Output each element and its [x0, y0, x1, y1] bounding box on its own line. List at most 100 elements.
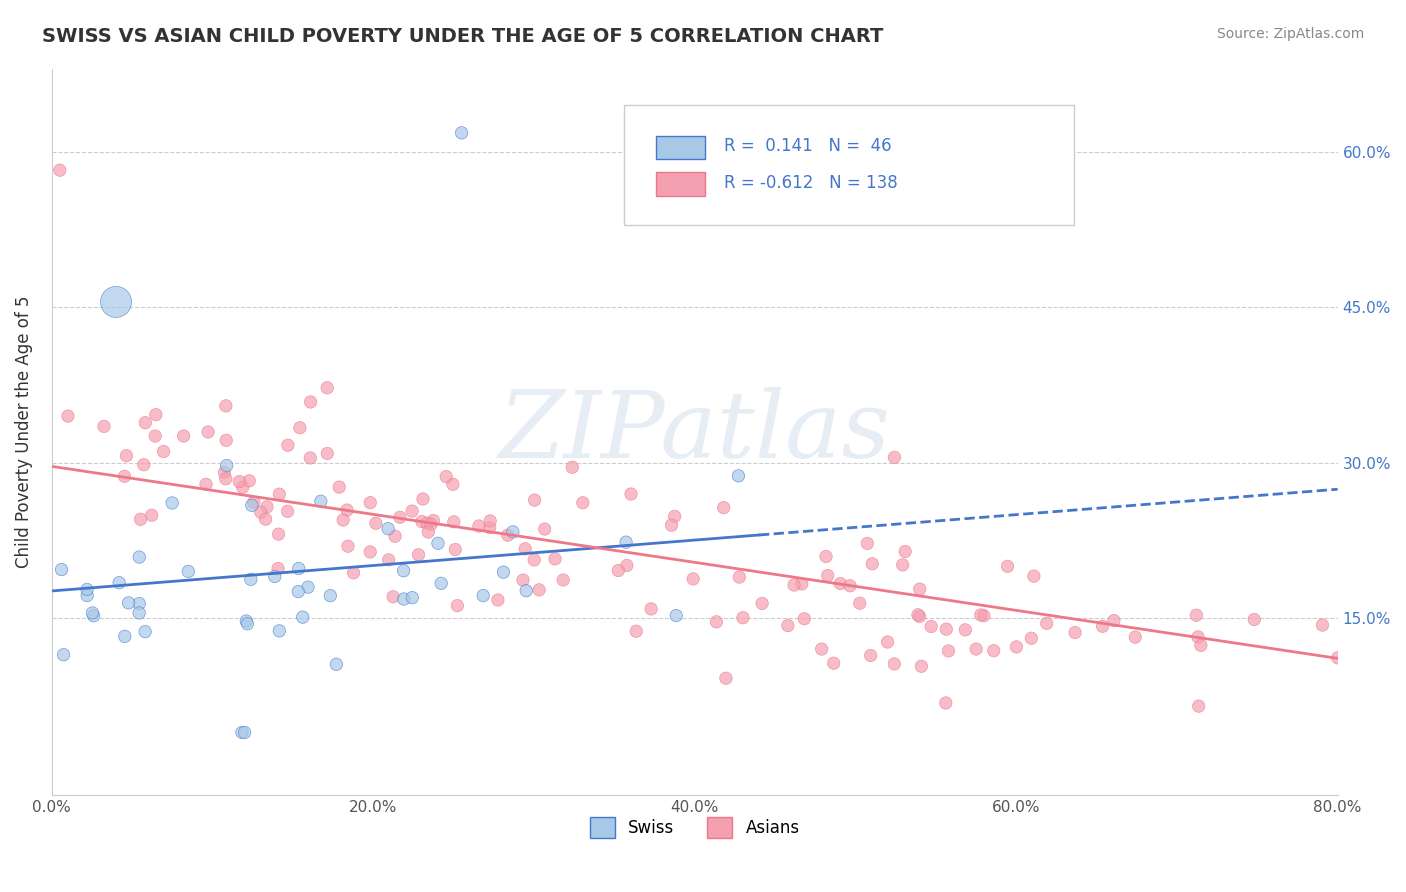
Point: [56, 409, 79, 423]
Point: [105, 294, 128, 309]
Point: [316, 381, 339, 395]
Point: [860, 557, 883, 571]
Point: [215, 434, 238, 448]
Point: [392, 564, 415, 578]
Point: [815, 549, 838, 564]
Point: [382, 590, 405, 604]
Point: [51, 563, 73, 577]
Point: [263, 569, 285, 583]
Point: [910, 659, 932, 673]
Point: [291, 610, 314, 624]
Point: [823, 657, 845, 671]
Point: [553, 573, 575, 587]
Point: [128, 606, 150, 620]
Point: [267, 527, 290, 541]
Point: [419, 517, 441, 532]
Point: [319, 589, 342, 603]
Point: [973, 608, 995, 623]
Point: [512, 573, 534, 587]
Point: [1312, 618, 1334, 632]
Point: [1005, 640, 1028, 654]
Point: [359, 496, 381, 510]
Point: [336, 539, 359, 553]
Point: [117, 596, 139, 610]
Point: [76, 582, 98, 597]
Point: [152, 444, 174, 458]
Point: [418, 524, 440, 539]
Point: [839, 579, 862, 593]
Point: [114, 629, 136, 643]
Point: [468, 519, 491, 533]
Point: [233, 725, 256, 739]
Point: [1021, 632, 1043, 646]
Point: [443, 515, 465, 529]
Point: [132, 458, 155, 472]
Point: [195, 477, 218, 491]
Point: [287, 561, 309, 575]
Point: [935, 622, 957, 636]
Point: [496, 528, 519, 542]
Text: R =  0.141   N =  46: R = 0.141 N = 46: [724, 137, 891, 155]
Legend: Swiss, Asians: Swiss, Asians: [583, 811, 807, 845]
Point: [478, 520, 501, 534]
Point: [664, 509, 686, 524]
Point: [997, 559, 1019, 574]
Point: [76, 589, 98, 603]
Point: [876, 635, 898, 649]
Point: [412, 491, 434, 506]
Point: [269, 487, 291, 501]
Point: [661, 518, 683, 533]
Point: [728, 570, 751, 584]
Point: [336, 503, 359, 517]
Point: [1189, 639, 1212, 653]
Text: SWISS VS ASIAN CHILD POVERTY UNDER THE AGE OF 5 CORRELATION CHART: SWISS VS ASIAN CHILD POVERTY UNDER THE A…: [42, 27, 883, 45]
Point: [607, 564, 630, 578]
Point: [83, 608, 105, 623]
Point: [983, 643, 1005, 657]
Point: [706, 615, 728, 629]
Point: [544, 552, 567, 566]
Point: [288, 421, 311, 435]
Point: [1091, 619, 1114, 633]
Point: [134, 416, 156, 430]
Point: [891, 558, 914, 572]
Point: [325, 657, 347, 672]
Point: [277, 438, 299, 452]
Point: [388, 510, 411, 524]
Point: [665, 608, 688, 623]
Point: [515, 541, 537, 556]
Point: [1187, 630, 1209, 644]
Point: [894, 544, 917, 558]
Point: [856, 536, 879, 550]
Point: [411, 515, 433, 529]
Point: [502, 524, 524, 539]
Point: [727, 468, 749, 483]
Point: [572, 496, 595, 510]
Point: [143, 429, 166, 443]
Point: [731, 611, 754, 625]
Point: [231, 725, 253, 739]
Point: [793, 612, 815, 626]
Point: [243, 495, 266, 509]
Point: [129, 512, 152, 526]
Point: [377, 522, 399, 536]
Point: [238, 474, 260, 488]
Point: [93, 419, 115, 434]
Point: [830, 576, 852, 591]
Point: [450, 126, 472, 140]
Point: [486, 593, 509, 607]
Point: [359, 545, 381, 559]
Point: [332, 513, 354, 527]
Point: [527, 582, 550, 597]
Point: [751, 596, 773, 610]
Y-axis label: Child Poverty Under the Age of 5: Child Poverty Under the Age of 5: [15, 295, 32, 568]
Point: [970, 607, 993, 622]
Point: [810, 642, 832, 657]
Point: [235, 614, 257, 628]
Point: [232, 480, 254, 494]
Point: [239, 572, 262, 586]
Point: [215, 472, 238, 486]
Point: [908, 609, 931, 624]
Point: [364, 516, 387, 531]
Point: [277, 504, 299, 518]
